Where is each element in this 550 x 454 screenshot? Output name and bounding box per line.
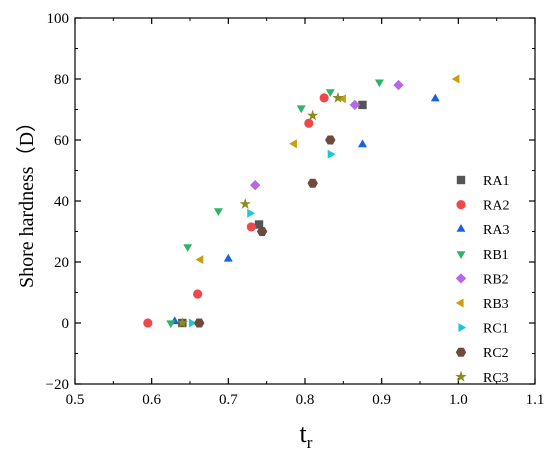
y-tick-label: 100 [47,11,70,27]
legend-label-rc2: RC2 [483,346,509,361]
legend-marker-rb3 [455,298,464,308]
legend-item-rc3: RC3 [455,370,509,386]
data-point-rb1 [296,105,306,114]
legend-marker-ra1 [456,175,466,185]
legend-marker-rc2 [455,347,467,357]
x-axis-label-subscript: r [307,433,313,452]
y-tick-label: 0 [62,316,70,332]
data-point-rb3 [195,255,204,265]
y-axis-label: Shore hardness（D） [15,112,38,288]
legend-item-rb3: RB3 [455,297,509,312]
series-rb3 [195,74,460,265]
axis-ticks: 0.5 0.6 0.7 0.8 0.9 1.0 1.1 −20 0 20 40 60 80 100 [46,11,545,408]
series-rb2 [250,79,404,191]
data-point-ra3 [358,139,367,148]
data-point-rb1 [183,244,193,252]
series-rc2 [194,135,336,328]
x-tick-label: 0.7 [219,392,238,408]
series-ra1 [178,100,367,328]
legend-marker-ra2 [456,200,466,210]
data-point-rc3 [332,91,344,103]
legend-label-rb2: RB2 [483,272,509,287]
legend-marker-rb1 [456,251,466,259]
legend-item-ra2: RA2 [456,199,509,214]
data-point-rc1 [247,208,255,218]
data-point-rc2 [256,227,268,236]
data-point-ra3 [223,253,233,262]
data-point-rb2 [393,79,404,91]
data-point-ra2 [193,289,203,299]
series-rb1 [166,79,384,329]
legend-item-rb1: RB1 [456,248,509,263]
data-point-rb3 [451,74,460,84]
data-points [143,74,460,329]
legend-marker-ra3 [456,224,466,232]
x-tick-label: 0.8 [296,392,315,408]
data-point-rc2 [307,178,318,188]
y-tick-label: 60 [54,133,69,149]
y-tick-label: 20 [54,255,69,271]
data-point-rb2 [250,179,261,191]
legend-item-rb2: RB2 [455,272,509,287]
legend-label-rc3: RC3 [483,371,509,386]
y-tick-label: 40 [54,194,69,210]
data-point-rb3 [338,94,346,104]
data-point-rc1 [188,318,197,328]
data-point-rc1 [327,149,336,159]
y-tick-label: 80 [54,72,69,88]
legend-label-rb3: RB3 [483,297,509,312]
legend-item-ra1: RA1 [456,174,509,189]
legend-item-ra3: RA3 [456,223,509,238]
data-point-rc3 [176,317,188,328]
data-point-rb1 [374,79,384,88]
data-point-rc3 [239,198,251,209]
x-tick-label: 0.6 [142,392,161,408]
data-point-rc2 [325,135,336,145]
x-tick-label: 0.5 [66,392,85,408]
series-rc3 [176,91,344,328]
legend-label-rb1: RB1 [483,248,509,263]
data-point-rb3 [289,139,297,149]
data-point-ra2 [304,118,314,128]
data-point-ra1 [254,220,264,229]
x-axis-label: tr [300,419,313,452]
series-ra3 [170,93,440,325]
legend-label-ra3: RA3 [483,223,509,238]
legend-marker-rc3 [455,370,467,382]
x-axis-label-main: t [300,419,308,448]
data-point-ra1 [358,100,367,110]
x-tick-label: 1.0 [449,392,468,408]
plot-border [74,17,536,385]
data-point-rb2 [349,99,360,111]
y-tick-label: −20 [46,377,69,393]
data-point-ra2 [143,318,153,328]
series-ra2 [143,93,329,328]
data-point-rc3 [307,109,319,121]
legend-label-ra2: RA2 [483,199,509,214]
x-tick-label: 0.9 [372,392,391,408]
x-tick-label: 1.1 [526,392,545,408]
data-point-ra3 [430,93,440,102]
series-rc1 [188,149,336,328]
legend-item-rc1: RC1 [458,322,509,337]
legend-item-rc2: RC2 [455,346,509,361]
data-point-ra2 [319,93,329,103]
data-point-ra2 [246,222,256,232]
data-point-rc2 [194,318,205,328]
legend-label-ra1: RA1 [483,174,509,189]
data-point-rb1 [213,208,223,216]
legend: RA1 RA2 RA3 RB1 RB2 RB3 RC1 RC2 RC3 [455,174,509,386]
legend-label-rc1: RC1 [483,322,509,337]
data-point-rb1 [166,320,176,329]
legend-marker-rc1 [458,323,467,333]
legend-marker-rb2 [455,273,467,284]
plot-area [74,17,536,385]
data-point-rb1 [325,89,335,97]
